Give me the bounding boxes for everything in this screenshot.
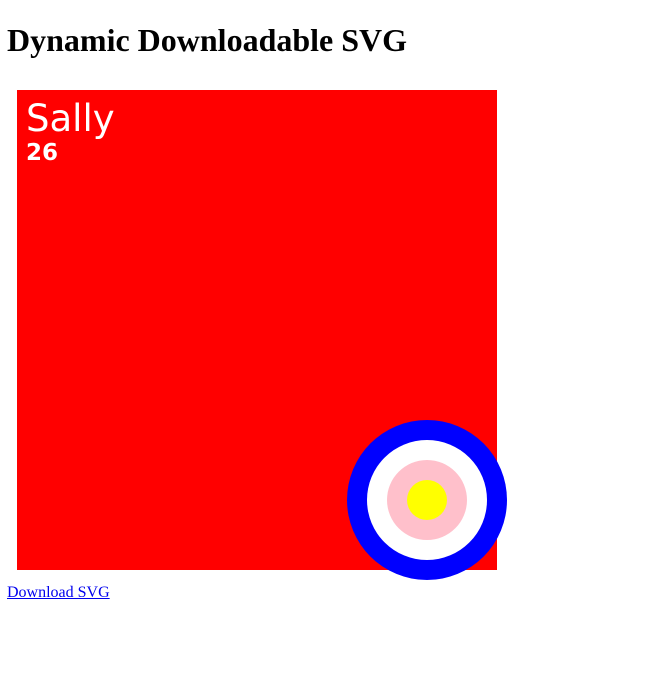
page-title: Dynamic Downloadable SVG — [7, 22, 408, 58]
card-age-text: 26 — [26, 140, 58, 166]
target-bullseye — [407, 480, 447, 520]
target-graphic — [347, 420, 507, 580]
download-svg-link[interactable]: Download SVG — [7, 584, 110, 601]
svg-card: Sally 26 — [17, 90, 507, 580]
card-name-text: Sally — [26, 97, 115, 140]
